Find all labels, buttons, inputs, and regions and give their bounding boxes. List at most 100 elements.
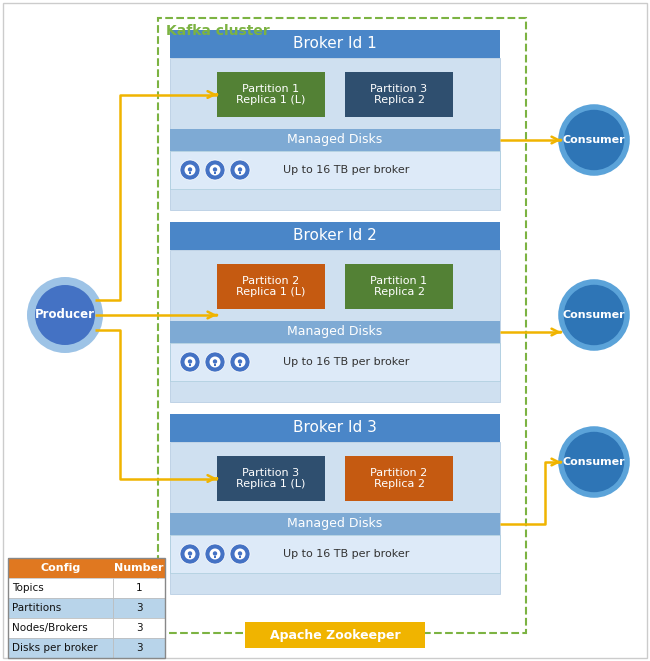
Bar [345, 264, 453, 309]
Circle shape [205, 544, 225, 564]
Circle shape [209, 549, 220, 559]
Bar [170, 151, 500, 189]
Text: Topics: Topics [12, 583, 44, 593]
Bar [8, 618, 113, 638]
Bar [170, 30, 500, 58]
Text: Partition 1
Replica 2: Partition 1 Replica 2 [370, 276, 428, 297]
Circle shape [238, 551, 242, 556]
Text: Partitions: Partitions [12, 603, 61, 613]
Text: Up to 16 TB per broker: Up to 16 TB per broker [283, 165, 410, 175]
Bar [345, 72, 453, 117]
Circle shape [230, 160, 250, 180]
Circle shape [235, 356, 246, 368]
Bar [8, 558, 165, 658]
Text: Number: Number [114, 563, 164, 573]
Circle shape [230, 352, 250, 372]
Text: Partition 3
Replica 2: Partition 3 Replica 2 [370, 84, 428, 105]
Bar [239, 171, 240, 175]
Text: Up to 16 TB per broker: Up to 16 TB per broker [283, 357, 410, 367]
Bar [217, 264, 325, 309]
Bar [217, 72, 325, 117]
Bar [189, 171, 191, 175]
Bar [170, 250, 500, 402]
Circle shape [230, 544, 250, 564]
Bar [217, 456, 325, 501]
Text: Partition 3
Replica 1 (L): Partition 3 Replica 1 (L) [237, 468, 306, 489]
Bar [214, 555, 216, 559]
Bar [113, 598, 165, 618]
Circle shape [180, 352, 200, 372]
Bar [170, 442, 500, 594]
Bar [8, 638, 113, 658]
Circle shape [185, 165, 196, 176]
Circle shape [561, 107, 627, 173]
Bar [170, 343, 500, 381]
Text: Apache Zookeeper: Apache Zookeeper [270, 629, 400, 641]
Bar [170, 414, 500, 442]
Text: Nodes/Brokers: Nodes/Brokers [12, 623, 88, 633]
Bar [170, 58, 500, 210]
Bar [113, 638, 165, 658]
Circle shape [205, 160, 225, 180]
Text: Disks per broker: Disks per broker [12, 643, 98, 653]
Circle shape [188, 551, 192, 556]
Text: Kafka cluster: Kafka cluster [166, 24, 270, 38]
Circle shape [561, 282, 627, 348]
Bar [170, 129, 500, 151]
Bar [170, 535, 500, 573]
Circle shape [561, 429, 627, 495]
Text: Broker Id 2: Broker Id 2 [293, 229, 377, 243]
Circle shape [205, 352, 225, 372]
Bar [239, 555, 240, 559]
Circle shape [35, 285, 95, 345]
Circle shape [238, 360, 242, 364]
Bar [189, 364, 191, 366]
Text: Partition 2
Replica 1 (L): Partition 2 Replica 1 (L) [237, 276, 306, 297]
Circle shape [238, 167, 242, 172]
Circle shape [213, 551, 217, 556]
Circle shape [209, 356, 220, 368]
Circle shape [27, 277, 103, 353]
Circle shape [180, 544, 200, 564]
Bar [170, 513, 500, 535]
Bar [158, 18, 526, 633]
Text: Consumer: Consumer [563, 135, 625, 145]
Text: Managed Disks: Managed Disks [287, 518, 383, 531]
Bar [239, 364, 240, 366]
Bar [214, 364, 216, 366]
Bar [170, 222, 500, 250]
Text: Partition 1
Replica 1 (L): Partition 1 Replica 1 (L) [237, 84, 306, 105]
Text: Up to 16 TB per broker: Up to 16 TB per broker [283, 549, 410, 559]
Circle shape [568, 436, 620, 488]
Text: Managed Disks: Managed Disks [287, 325, 383, 338]
Circle shape [235, 549, 246, 559]
Bar [8, 558, 165, 578]
Bar [214, 171, 216, 175]
Text: Managed Disks: Managed Disks [287, 134, 383, 147]
Text: 3: 3 [136, 623, 142, 633]
Circle shape [185, 356, 196, 368]
Circle shape [568, 114, 620, 166]
Bar [113, 578, 165, 598]
Text: Config: Config [40, 563, 81, 573]
Circle shape [209, 165, 220, 176]
Circle shape [568, 289, 620, 341]
Text: Consumer: Consumer [563, 457, 625, 467]
Text: 3: 3 [136, 603, 142, 613]
Circle shape [185, 549, 196, 559]
Bar [345, 456, 453, 501]
Text: 3: 3 [136, 643, 142, 653]
Text: Producer: Producer [35, 309, 95, 321]
Bar [8, 578, 113, 598]
Circle shape [235, 165, 246, 176]
Circle shape [213, 360, 217, 364]
Circle shape [188, 360, 192, 364]
Bar [189, 555, 191, 559]
Text: Broker Id 3: Broker Id 3 [293, 420, 377, 436]
Bar [113, 618, 165, 638]
Text: Consumer: Consumer [563, 310, 625, 320]
Bar [245, 622, 425, 648]
Circle shape [188, 167, 192, 172]
Text: Broker Id 1: Broker Id 1 [293, 36, 377, 52]
Circle shape [213, 167, 217, 172]
